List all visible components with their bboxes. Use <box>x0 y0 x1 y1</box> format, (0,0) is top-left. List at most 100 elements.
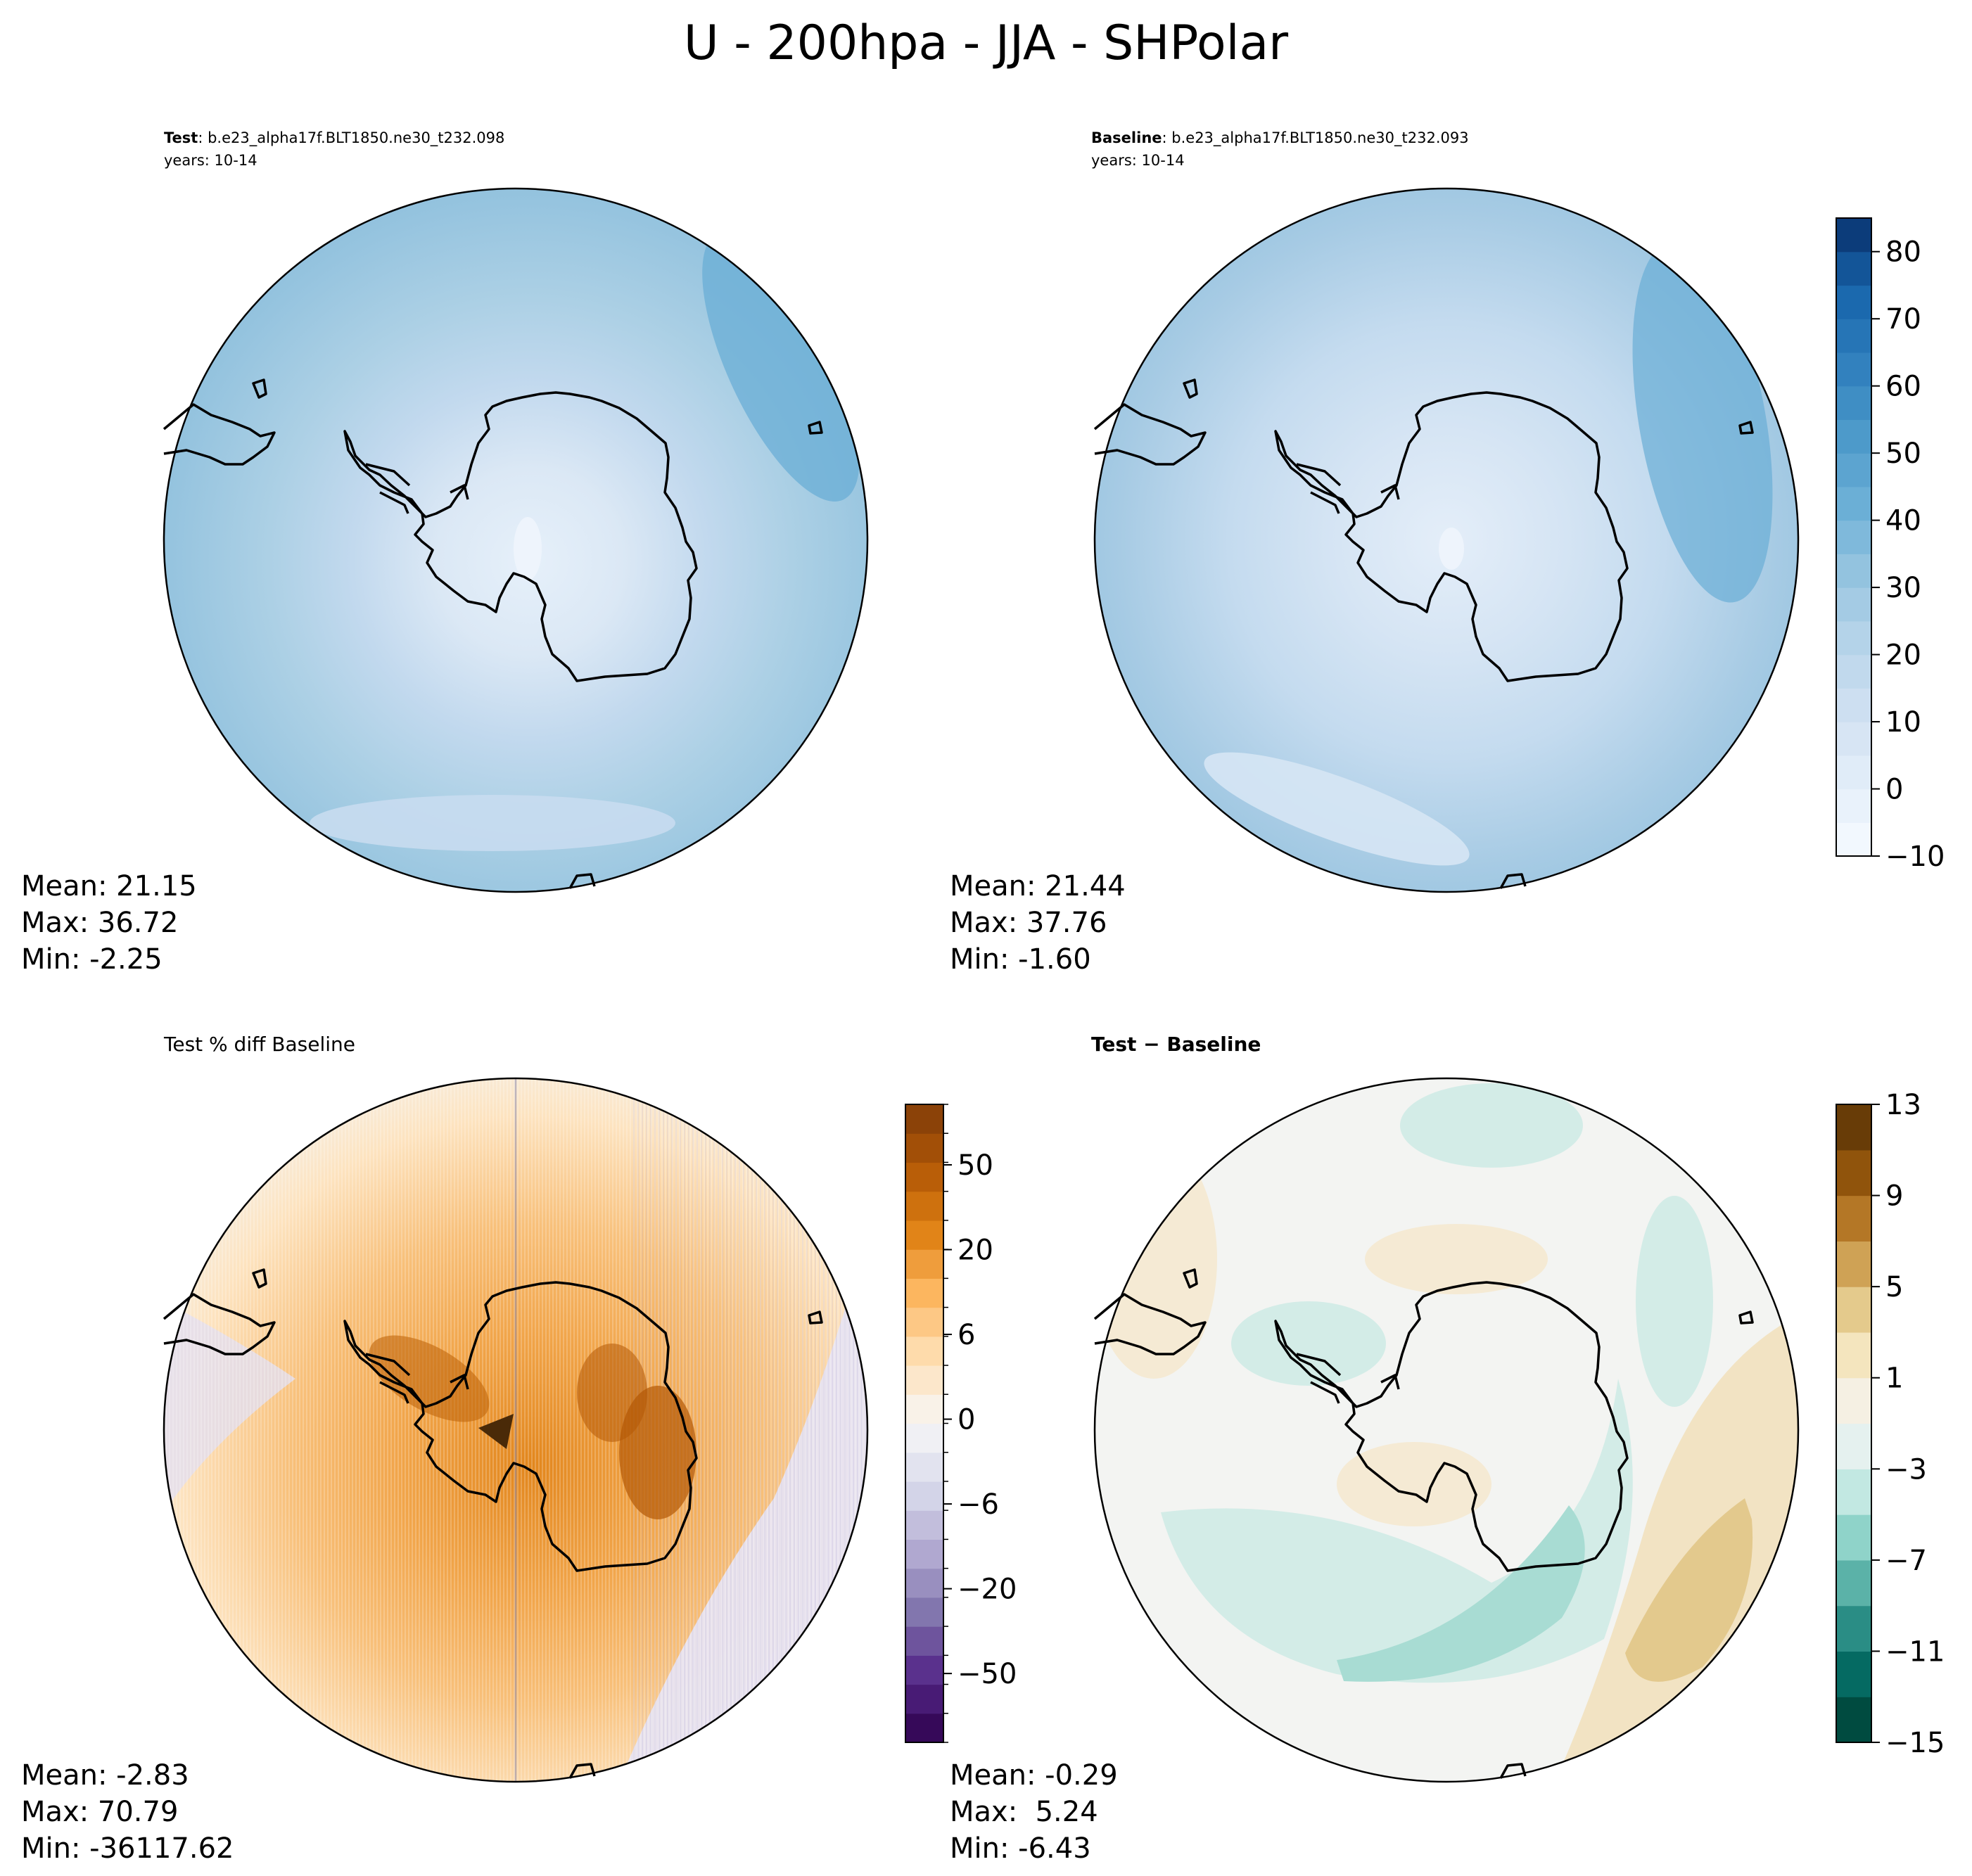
diff-colorbar-band <box>1836 1287 1871 1333</box>
fields-colorbar-tick-label: 70 <box>1885 303 1921 336</box>
diff-neg-center <box>1337 1442 1491 1526</box>
pctdiff-peninsula <box>369 1335 490 1422</box>
test-map <box>164 189 867 892</box>
baseline-case-name: : b.e23_alpha17f.BLT1850.ne30_t232.093 <box>1162 129 1469 146</box>
fields-colorbar-tick-label: −10 <box>1885 841 1945 873</box>
pctdiff-colorbar-band <box>905 1162 943 1192</box>
diff-coastline <box>1093 1268 1754 1779</box>
pctdiff-max-center <box>577 1344 647 1442</box>
diff-colorbar-band <box>1836 1104 1871 1151</box>
fields-colorbar-band <box>1836 620 1871 656</box>
diff-colorbar-band <box>1836 1149 1871 1197</box>
baseline-minimum <box>1439 528 1464 570</box>
pctdiff-colorbar-band <box>905 1568 943 1598</box>
diff-title-text: Test − Baseline <box>1091 1033 1261 1056</box>
fields-colorbar-band <box>1836 587 1871 622</box>
baseline-mean: Mean: 21.44 <box>950 870 1126 902</box>
baseline-coastline <box>1093 378 1754 889</box>
pctdiff-colorbar-band <box>905 1713 943 1743</box>
pctdiff-coastline <box>163 1268 823 1779</box>
pctdiff-colorbar-tick-label: 0 <box>958 1404 975 1436</box>
pctdiff-colorbar-band <box>905 1365 943 1395</box>
fields-colorbar-tick-label: 10 <box>1885 706 1921 739</box>
baseline-min: Min: -1.60 <box>950 943 1091 976</box>
antarctica-coast <box>343 391 698 682</box>
pctdiff-mean: Mean: -2.83 <box>21 1759 189 1792</box>
fields-colorbar-band <box>1836 654 1871 689</box>
diff-colorbar-tick-label: −7 <box>1885 1545 1927 1577</box>
pctdiff-colorbar-band <box>905 1481 943 1511</box>
diff-colorbar-tick-label: −3 <box>1885 1453 1927 1486</box>
fields-colorbar-band <box>1836 486 1871 521</box>
diff-neg-west <box>1095 1140 1217 1379</box>
pctdiff-colorbar-band <box>905 1394 943 1424</box>
pctdiff-colorbar-band <box>905 1336 943 1366</box>
pctdiff-map-boundary <box>163 1077 869 1783</box>
fields-colorbar-band <box>1836 251 1871 286</box>
pctdiff-colorbar-tick-label: 20 <box>958 1234 993 1267</box>
diff-map-boundary <box>1093 1077 1800 1783</box>
pctdiff-colorbar-band <box>905 1655 943 1685</box>
diff-colorbar-band <box>1836 1195 1871 1242</box>
diff-colorbar-band <box>1836 1605 1871 1652</box>
pctdiff-colorbar-band <box>905 1191 943 1221</box>
test-stats: Mean: 21.15 Max: 36.72 Min: -2.25 <box>21 868 197 978</box>
diff-colorbar-band <box>1836 1423 1871 1469</box>
fields-colorbar-band <box>1836 419 1871 454</box>
pctdiff-colorbar-band <box>905 1133 943 1163</box>
fields-colorbar-band <box>1836 554 1871 588</box>
fields-colorbar-band <box>1836 520 1871 554</box>
island-b <box>808 421 823 435</box>
coastlines <box>163 378 1754 1779</box>
pctdiff-colorbar-band <box>905 1626 943 1656</box>
diff-colorbar-tick-label: −15 <box>1885 1727 1945 1759</box>
baseline-max: Max: 37.76 <box>950 907 1107 939</box>
test-max: Max: 36.72 <box>21 907 179 939</box>
baseline-map <box>1095 189 1798 892</box>
diff-mean: Mean: -0.29 <box>950 1759 1118 1792</box>
test-min: Min: -2.25 <box>21 943 163 976</box>
pctdiff-colorbar-tick-label: 6 <box>958 1319 975 1351</box>
test-label: Test <box>164 129 198 146</box>
diff-pos-east-strip <box>1636 1196 1713 1407</box>
baseline-label: Baseline <box>1091 129 1162 146</box>
diff-colorbar-band <box>1836 1241 1871 1287</box>
diff-colorbar-tick-label: 5 <box>1885 1271 1903 1303</box>
pctdiff-colorbar-band <box>905 1423 943 1453</box>
diff-colorbar-band <box>1836 1377 1871 1424</box>
south-america <box>163 403 276 466</box>
fields-colorbar-band <box>1836 385 1871 421</box>
test-case-label: Test: b.e23_alpha17f.BLT1850.ne30_t232.0… <box>164 127 504 172</box>
test-case-name: : b.e23_alpha17f.BLT1850.ne30_t232.098 <box>198 129 505 146</box>
test-mean: Mean: 21.15 <box>21 870 197 902</box>
fields-colorbar-tick-label: 30 <box>1885 572 1921 604</box>
fields-colorbar-band <box>1836 688 1871 722</box>
pctdiff-colorbar-band <box>905 1539 943 1569</box>
fields-colorbar-tick-label: 80 <box>1885 236 1921 269</box>
fields-colorbar-band <box>1836 755 1871 790</box>
fields-colorbar-band <box>1836 319 1871 353</box>
diff-colorbar-band <box>1836 1514 1871 1561</box>
diff-colorbar-band <box>1836 1559 1871 1607</box>
pctdiff-colorbar-band <box>905 1452 943 1482</box>
pctdiff-min: Min: -36117.62 <box>21 1832 234 1865</box>
diff-title: Test − Baseline <box>1091 1033 1261 1056</box>
fields-colorbar-tick-label: 50 <box>1885 438 1921 470</box>
fields-colorbar-tick-label: 0 <box>1885 774 1903 806</box>
diff-pos-core <box>1337 1505 1585 1682</box>
diff-colorbar-band <box>1836 1469 1871 1515</box>
fields-colorbar-tick-label: 40 <box>1885 505 1921 537</box>
pctdiff-map <box>164 1078 867 1782</box>
pctdiff-colorbar-tick-label: −50 <box>958 1658 1017 1690</box>
peninsula-detail <box>365 463 469 514</box>
test-minimum <box>514 517 542 580</box>
diff-colorbar: 13 9 5 1 −3 −7 −11 −15 <box>1836 1089 1945 1759</box>
pctdiff-colorbar-tick-label: −20 <box>958 1574 1017 1606</box>
diff-max: Max: 5.24 <box>950 1796 1098 1828</box>
baseline-map-boundary <box>1093 187 1800 893</box>
fields-colorbar-band <box>1836 453 1871 487</box>
diff-stats: Mean: -0.29 Max: 5.24 Min: -6.43 <box>950 1757 1118 1867</box>
pctdiff-colorbar-band <box>905 1104 943 1134</box>
pctdiff-colorbar-band <box>905 1278 943 1308</box>
island-c <box>568 873 596 889</box>
